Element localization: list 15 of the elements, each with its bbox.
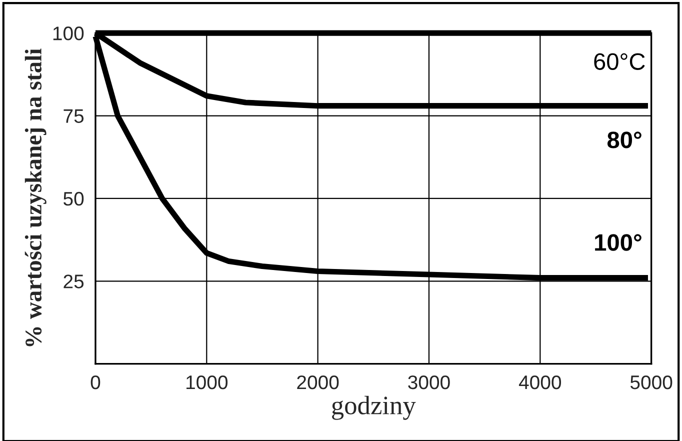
- y-axis-title: % wartości uzyskanej na stali: [24, 48, 46, 346]
- x-tick-label: 2000: [297, 375, 339, 390]
- x-tick-label: 5000: [630, 375, 672, 390]
- y-tick-label: 100: [53, 26, 84, 40]
- series-label: 100°: [595, 234, 642, 251]
- x-tick-label: 0: [90, 375, 100, 390]
- y-tick-label: 25: [64, 274, 84, 288]
- series-label: 60°C: [594, 53, 645, 70]
- x-axis-title: godziny: [332, 396, 416, 420]
- x-tick-label: 3000: [408, 375, 450, 390]
- series-label: 80°: [607, 132, 642, 148]
- x-tick-label: 1000: [186, 375, 228, 390]
- x-tick-label: 4000: [518, 375, 562, 390]
- y-tick-label: 50: [64, 192, 84, 206]
- y-tick-label: 75: [64, 109, 84, 123]
